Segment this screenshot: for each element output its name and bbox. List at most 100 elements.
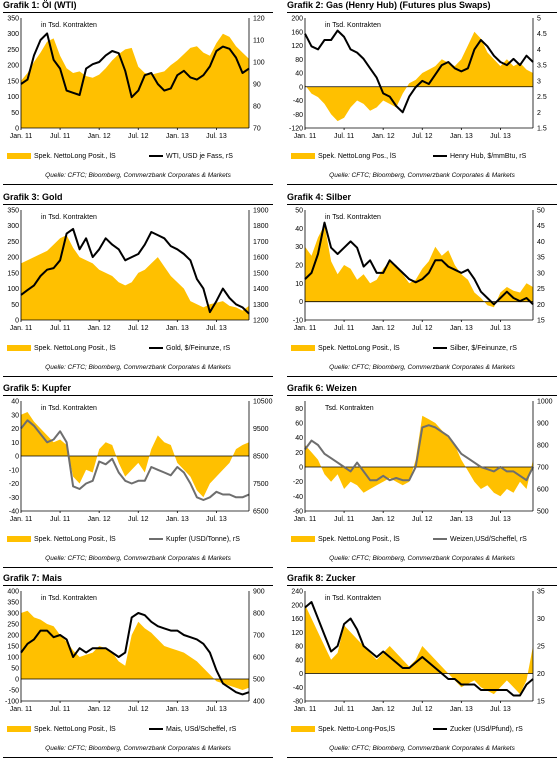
legend-label-area: Spek. NettoLong Posit., lS [34, 153, 116, 160]
source-divider [287, 184, 557, 185]
legend-label-area: Spek. NettoLong Posit., lS [34, 726, 116, 733]
y-left-tick-label: -20 [293, 479, 303, 486]
chart-title: Grafik 8: Zucker [287, 573, 356, 583]
y-right-tick-label: 40 [537, 239, 545, 246]
x-tick-label: Jan. 11 [10, 706, 33, 713]
area-series-net-long [305, 31, 533, 122]
line-series-price [304, 601, 534, 697]
y-right-tick-label: 15 [537, 318, 545, 325]
x-tick-label: Jul. 13 [490, 516, 511, 523]
y-left-tick-label: 20 [295, 263, 303, 270]
legend-label-area: Spek. NettoLong Posit., lS [318, 536, 400, 543]
chart-svg: -120 -80 -40 0 40 80 120 160 200 1.5 2 2.5 3 3.5 4 4.5 5… [289, 16, 547, 161]
y-left-tick-label: 200 [7, 633, 19, 640]
x-tick-label: Jul. 12 [412, 133, 433, 140]
x-tick-label: Jan. 12 [88, 133, 111, 140]
x-tick-label: Jul. 12 [412, 516, 433, 523]
chart-panel-4: Grafik 4: Silber -10 0 10 20 30 40 50 15 20 25 30 35… [287, 192, 557, 378]
x-tick-label: Jul. 11 [334, 516, 354, 523]
line-series-price [304, 221, 534, 306]
y-left-tick-label: -120 [289, 126, 303, 133]
legend-swatch-area [7, 153, 31, 159]
y-right-tick-label: 1700 [253, 239, 269, 246]
source-divider [287, 376, 557, 377]
legend-label-area: Spek. NettoLong Posit., lS [34, 345, 116, 352]
y-right-tick-label: 90 [253, 82, 261, 89]
y-left-tick-label: 0 [15, 126, 19, 133]
area-series-net-long [305, 604, 533, 695]
x-tick-label: Jul. 11 [334, 706, 354, 713]
y-left-tick-label: -30 [9, 495, 19, 502]
chart-title: Grafik 5: Kupfer [3, 383, 72, 393]
x-tick-label: Jul. 12 [128, 133, 149, 140]
y-right-tick-label: 1500 [253, 270, 269, 277]
legend-label-area: Spek. NettoLong Pos., lS [318, 153, 397, 160]
chart-svg: 0 50 100 150 200 250 300 350 1200 1300 1400 1500 160… [7, 208, 269, 352]
y-left-tick-label: 300 [7, 31, 19, 38]
y-left-tick-label: 100 [7, 94, 19, 101]
chart-title: Grafik 3: Gold [3, 192, 63, 202]
y-left-tick-label: 40 [295, 435, 303, 442]
area-series-net-long [305, 415, 533, 497]
y-left-tick-label: 0 [299, 671, 303, 678]
legend-swatch-area [291, 726, 315, 732]
y-left-tick-label: 250 [7, 622, 19, 629]
y-left-tick-label: -80 [293, 112, 303, 119]
chart-title: Grafik 6: Weizen [287, 383, 357, 393]
y-right-tick-label: 50 [537, 208, 545, 215]
y-right-tick-label: 70 [253, 126, 261, 133]
legend-label-line: WTI, USD je Fass, rS [166, 153, 233, 160]
legend-label-area: Spek. NettoLong Posit., lS [318, 345, 400, 352]
y-right-tick-label: 5 [537, 16, 541, 23]
y-left-tick-label: 350 [7, 600, 19, 607]
y-right-tick-label: 700 [537, 465, 549, 472]
y-right-tick-label: 80 [253, 104, 261, 111]
y-right-tick-label: 3 [537, 78, 541, 85]
unit-label: in Tsd. Kontrakten [325, 214, 381, 221]
y-left-tick-label: 50 [11, 110, 19, 117]
y-left-tick-label: 10 [11, 440, 19, 447]
x-tick-label: Jul. 13 [206, 133, 227, 140]
x-tick-label: Jan. 11 [10, 325, 33, 332]
y-left-tick-label: 0 [15, 454, 19, 461]
y-left-tick-label: 10 [295, 281, 303, 288]
y-left-tick-label: -10 [9, 467, 19, 474]
area-series-net-long [21, 33, 249, 129]
x-tick-label: Jul. 12 [128, 325, 149, 332]
chart-panel-2: Grafik 2: Gas (Henry Hub) (Futures plus … [287, 0, 557, 186]
x-tick-label: Jan. 12 [88, 516, 111, 523]
x-tick-label: Jan. 12 [372, 516, 395, 523]
x-tick-label: Jul. 13 [490, 325, 511, 332]
y-right-tick-label: 45 [537, 223, 545, 230]
y-left-tick-label: 200 [291, 602, 303, 609]
x-tick-label: Jul. 13 [206, 325, 227, 332]
y-left-tick-label: 120 [291, 43, 303, 50]
y-right-tick-label: 35 [537, 589, 545, 596]
legend-swatch-area [7, 726, 31, 732]
y-left-tick-label: 80 [295, 406, 303, 413]
legend-label-line: Henry Hub, $/mmBtu, rS [450, 153, 527, 160]
y-right-tick-label: 20 [537, 302, 545, 309]
legend-label-line: Kupfer (USD/Tonne), rS [166, 536, 240, 543]
area-series-net-long [21, 412, 249, 498]
y-right-tick-label: 2.5 [537, 94, 547, 101]
y-right-tick-label: 7500 [253, 481, 269, 488]
chart-svg: -100 -50 0 50 100 150 200 250 300 350 400 400 500 600… [5, 589, 265, 734]
x-tick-label: Jan. 12 [88, 706, 111, 713]
title-divider [287, 12, 557, 13]
y-right-tick-label: 6500 [253, 509, 269, 516]
y-right-tick-label: 100 [253, 60, 265, 67]
x-tick-label: Jan. 12 [372, 325, 395, 332]
x-tick-label: Jul. 13 [206, 706, 227, 713]
x-tick-label: Jul. 12 [128, 516, 149, 523]
unit-label: in Tsd. Kontrakten [41, 22, 97, 29]
chart-title: Grafik 1: Öl (WTI) [3, 0, 77, 10]
source-note: Quelle: CFTC; Bloomberg, Commerzbank Cor… [45, 745, 231, 752]
legend-label-area: Spek. Netto-Long-Pos,lS [318, 726, 395, 733]
x-tick-label: Jan. 13 [450, 706, 473, 713]
x-tick-label: Jan. 13 [166, 133, 189, 140]
y-left-tick-label: 0 [299, 465, 303, 472]
chart-svg: 0 50 100 150 200 250 300 350 70 80 90 100 110 120 Jan.… [7, 16, 265, 160]
y-left-tick-label: 150 [7, 644, 19, 651]
unit-label: in Tsd. Kontrakten [41, 595, 97, 602]
